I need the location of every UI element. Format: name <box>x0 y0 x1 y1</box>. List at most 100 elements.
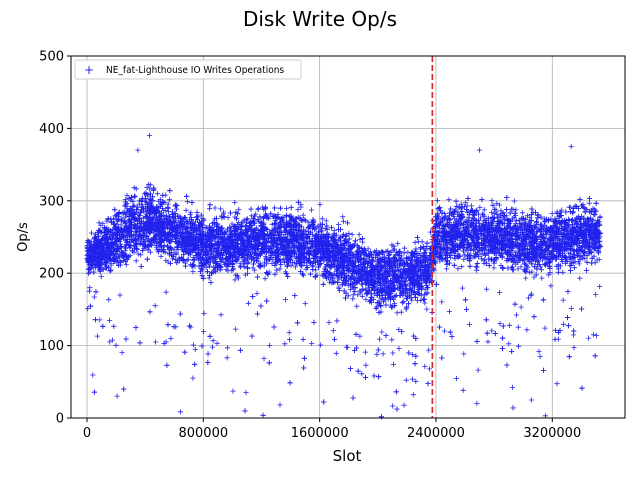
data-point <box>89 230 94 235</box>
data-point <box>184 208 189 213</box>
data-point <box>215 341 220 346</box>
data-point <box>354 304 359 309</box>
data-point <box>97 268 102 273</box>
data-point <box>277 266 282 271</box>
data-point <box>218 206 223 211</box>
data-point <box>115 394 120 399</box>
data-point <box>359 371 364 376</box>
chart-title: Disk Write Op/s <box>243 7 397 31</box>
data-point <box>412 240 417 245</box>
data-point <box>454 376 459 381</box>
data-point <box>519 305 524 310</box>
data-point <box>561 298 566 303</box>
data-point <box>246 301 251 306</box>
data-point <box>270 222 275 227</box>
data-point <box>560 270 565 275</box>
data-point <box>468 248 473 253</box>
data-point <box>538 354 543 359</box>
data-point <box>158 254 163 259</box>
data-point <box>295 207 300 212</box>
data-point <box>155 191 160 196</box>
data-point <box>340 214 345 219</box>
data-point <box>301 213 306 218</box>
data-point <box>148 250 153 255</box>
data-point <box>548 283 553 288</box>
data-point <box>542 326 547 331</box>
data-point <box>461 388 466 393</box>
data-point <box>255 207 260 212</box>
data-point <box>389 337 394 342</box>
data-point <box>236 207 241 212</box>
data-point <box>395 241 400 246</box>
data-point <box>396 346 401 351</box>
data-point <box>399 310 404 315</box>
data-point <box>124 262 129 267</box>
data-point <box>287 330 292 335</box>
data-point <box>568 205 573 210</box>
data-point <box>153 339 158 344</box>
data-point <box>363 363 368 368</box>
data-point <box>134 258 139 263</box>
data-point <box>323 226 328 231</box>
data-point <box>577 276 582 281</box>
data-point <box>516 325 521 330</box>
data-point <box>442 328 447 333</box>
data-point <box>108 268 113 273</box>
data-point <box>317 202 322 207</box>
data-point <box>516 344 521 349</box>
data-points <box>84 133 602 419</box>
data-point <box>390 350 395 355</box>
data-point <box>591 332 596 337</box>
data-point <box>303 301 308 306</box>
data-point <box>513 207 518 212</box>
data-point <box>188 324 193 329</box>
data-point <box>218 312 223 317</box>
data-point <box>512 198 517 203</box>
data-point <box>163 258 168 263</box>
data-point <box>485 339 490 344</box>
data-point <box>243 390 248 395</box>
data-point <box>106 297 111 302</box>
data-point <box>117 293 122 298</box>
data-point <box>461 351 466 356</box>
data-point <box>230 389 235 394</box>
data-point <box>245 216 250 221</box>
data-point <box>350 232 355 237</box>
data-point <box>597 284 602 289</box>
data-point <box>520 210 525 215</box>
data-point <box>401 299 406 304</box>
data-point <box>526 295 531 300</box>
data-point <box>133 194 138 199</box>
data-point <box>254 291 259 296</box>
data-point <box>391 362 396 367</box>
data-point <box>289 263 294 268</box>
data-point <box>416 239 421 244</box>
data-point <box>99 274 104 279</box>
data-point <box>550 211 555 216</box>
data-point <box>523 276 528 281</box>
data-point <box>587 201 592 206</box>
data-point <box>326 320 331 325</box>
data-point <box>405 250 410 255</box>
data-point <box>186 257 191 262</box>
data-point <box>164 290 169 295</box>
data-point <box>87 289 92 294</box>
data-point <box>491 265 496 270</box>
data-point <box>484 287 489 292</box>
data-point <box>524 327 529 332</box>
data-point <box>148 191 153 196</box>
data-point <box>497 202 502 207</box>
data-point <box>467 322 472 327</box>
data-point <box>539 267 544 272</box>
data-point <box>284 206 289 211</box>
data-point <box>477 205 482 210</box>
data-point <box>90 372 95 377</box>
data-point <box>113 343 118 348</box>
data-point <box>207 275 212 280</box>
data-point <box>426 348 431 353</box>
data-point <box>185 199 190 204</box>
data-point <box>497 321 502 326</box>
data-point <box>404 378 409 383</box>
data-point <box>460 286 465 291</box>
